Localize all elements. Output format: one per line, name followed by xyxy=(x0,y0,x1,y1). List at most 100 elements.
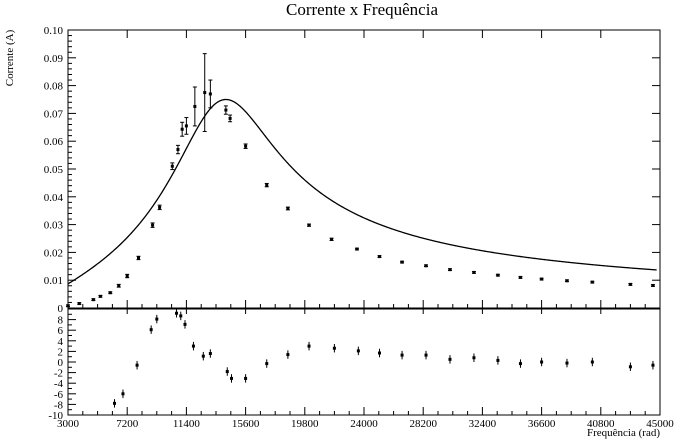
data-point xyxy=(243,143,248,149)
x-tick-label: 24000 xyxy=(350,418,378,430)
data-point xyxy=(202,53,207,132)
residual-point xyxy=(540,357,544,367)
y-tick-label: 0.01 xyxy=(44,275,63,287)
data-point xyxy=(136,255,141,261)
data-point xyxy=(91,298,96,302)
residual-y-tick-label: -4 xyxy=(54,378,64,390)
residual-point xyxy=(113,399,117,408)
residual-point xyxy=(448,355,452,364)
data-point xyxy=(150,222,155,228)
fit-curve xyxy=(67,98,657,285)
residual-point xyxy=(135,360,139,370)
data-point xyxy=(285,206,290,211)
residual-point xyxy=(565,358,569,368)
residual-point xyxy=(201,351,205,361)
data-point xyxy=(650,283,655,287)
data-point xyxy=(98,294,103,298)
residual-point xyxy=(307,341,311,351)
residual-point xyxy=(424,350,428,360)
data-point xyxy=(400,260,405,264)
residual-point xyxy=(208,349,212,358)
data-point xyxy=(539,277,544,281)
y-axis-label: Corrente (A) xyxy=(4,29,16,86)
x-tick-label: 3000 xyxy=(57,418,80,430)
y-tick-label: 0.03 xyxy=(44,220,64,232)
y-tick-label: 0.08 xyxy=(44,81,64,93)
data-point xyxy=(125,273,130,279)
y-tick-label: 0.10 xyxy=(44,25,64,37)
residual-point xyxy=(121,389,125,399)
residual-point xyxy=(286,350,290,359)
y-tick-label: 0.09 xyxy=(44,53,64,65)
residual-point xyxy=(332,343,336,353)
y-tick-label: 0.05 xyxy=(44,164,64,176)
data-point xyxy=(180,121,185,137)
data-point xyxy=(518,275,523,279)
residual-point xyxy=(230,374,234,383)
residual-y-tick-label: -8 xyxy=(54,399,64,411)
y-tick-label: 0.02 xyxy=(44,247,63,259)
x-tick-label: 11400 xyxy=(173,418,201,430)
residual-point xyxy=(472,353,476,362)
data-point xyxy=(471,270,476,274)
residual-y-tick-label: 4 xyxy=(58,336,64,348)
residual-point xyxy=(244,374,248,383)
data-point xyxy=(264,182,269,188)
residual-points-group xyxy=(113,309,655,408)
x-tick-label: 36600 xyxy=(528,418,556,430)
residual-y-tick-label: 6 xyxy=(58,325,64,337)
data-point xyxy=(184,117,189,135)
residual-point xyxy=(628,362,632,372)
residual-point xyxy=(651,360,655,370)
data-point xyxy=(170,162,175,171)
residual-y-tick-label: -6 xyxy=(54,389,64,401)
residual-point xyxy=(179,311,183,321)
data-point xyxy=(228,114,233,123)
data-point xyxy=(628,282,633,286)
residual-point xyxy=(400,350,404,360)
data-point xyxy=(564,279,569,283)
data-point xyxy=(590,280,595,284)
data-point xyxy=(495,273,500,277)
main-y-axis-ticks: 0 0.01 0.02 0.03 0.04 0.05 0.06 0.07 0.08 0.09 0.1… xyxy=(44,25,660,315)
residual-y-tick-label: 0 xyxy=(58,357,64,369)
residual-y-tick-label: 2 xyxy=(58,346,64,358)
data-point xyxy=(307,223,312,227)
data-point xyxy=(377,255,382,259)
chart-title: Corrente x Frequência xyxy=(286,0,438,19)
residual-y-tick-label: 8 xyxy=(58,315,64,327)
x-tick-label: 28200 xyxy=(409,418,437,430)
residual-point xyxy=(265,359,269,368)
x-tick-label: 15600 xyxy=(232,418,260,430)
data-point xyxy=(157,204,162,211)
residual-point xyxy=(183,320,187,329)
data-point xyxy=(329,237,334,241)
residual-point xyxy=(225,367,229,376)
x-tick-label: 19800 xyxy=(291,418,319,430)
y-tick-label: 0 xyxy=(58,303,64,315)
residual-y-tick-label: -2 xyxy=(54,368,63,380)
residual-point xyxy=(496,356,500,365)
x-axis-label: Frequência (rad) xyxy=(587,427,660,439)
residual-point xyxy=(191,341,195,351)
data-point xyxy=(424,264,429,268)
data-point xyxy=(192,86,197,127)
measured-points-group xyxy=(66,53,655,308)
data-point xyxy=(354,247,359,251)
residual-point xyxy=(518,359,522,368)
residual-point xyxy=(155,314,159,324)
data-point xyxy=(77,302,82,306)
main-plot-frame xyxy=(67,29,661,309)
data-point xyxy=(175,144,180,155)
x-axis-ticks: 3000 7200 11400 15600 19800 24000 28200 32400 36… xyxy=(57,30,674,430)
fit-curve-group xyxy=(67,98,657,285)
residual-point xyxy=(149,325,153,334)
x-tick-label: 40800 xyxy=(587,418,615,430)
x-tick-label: 32400 xyxy=(469,418,497,430)
data-point xyxy=(108,291,113,295)
residual-point xyxy=(378,348,382,358)
residual-point xyxy=(590,357,594,367)
y-tick-label: 0.06 xyxy=(44,136,64,148)
